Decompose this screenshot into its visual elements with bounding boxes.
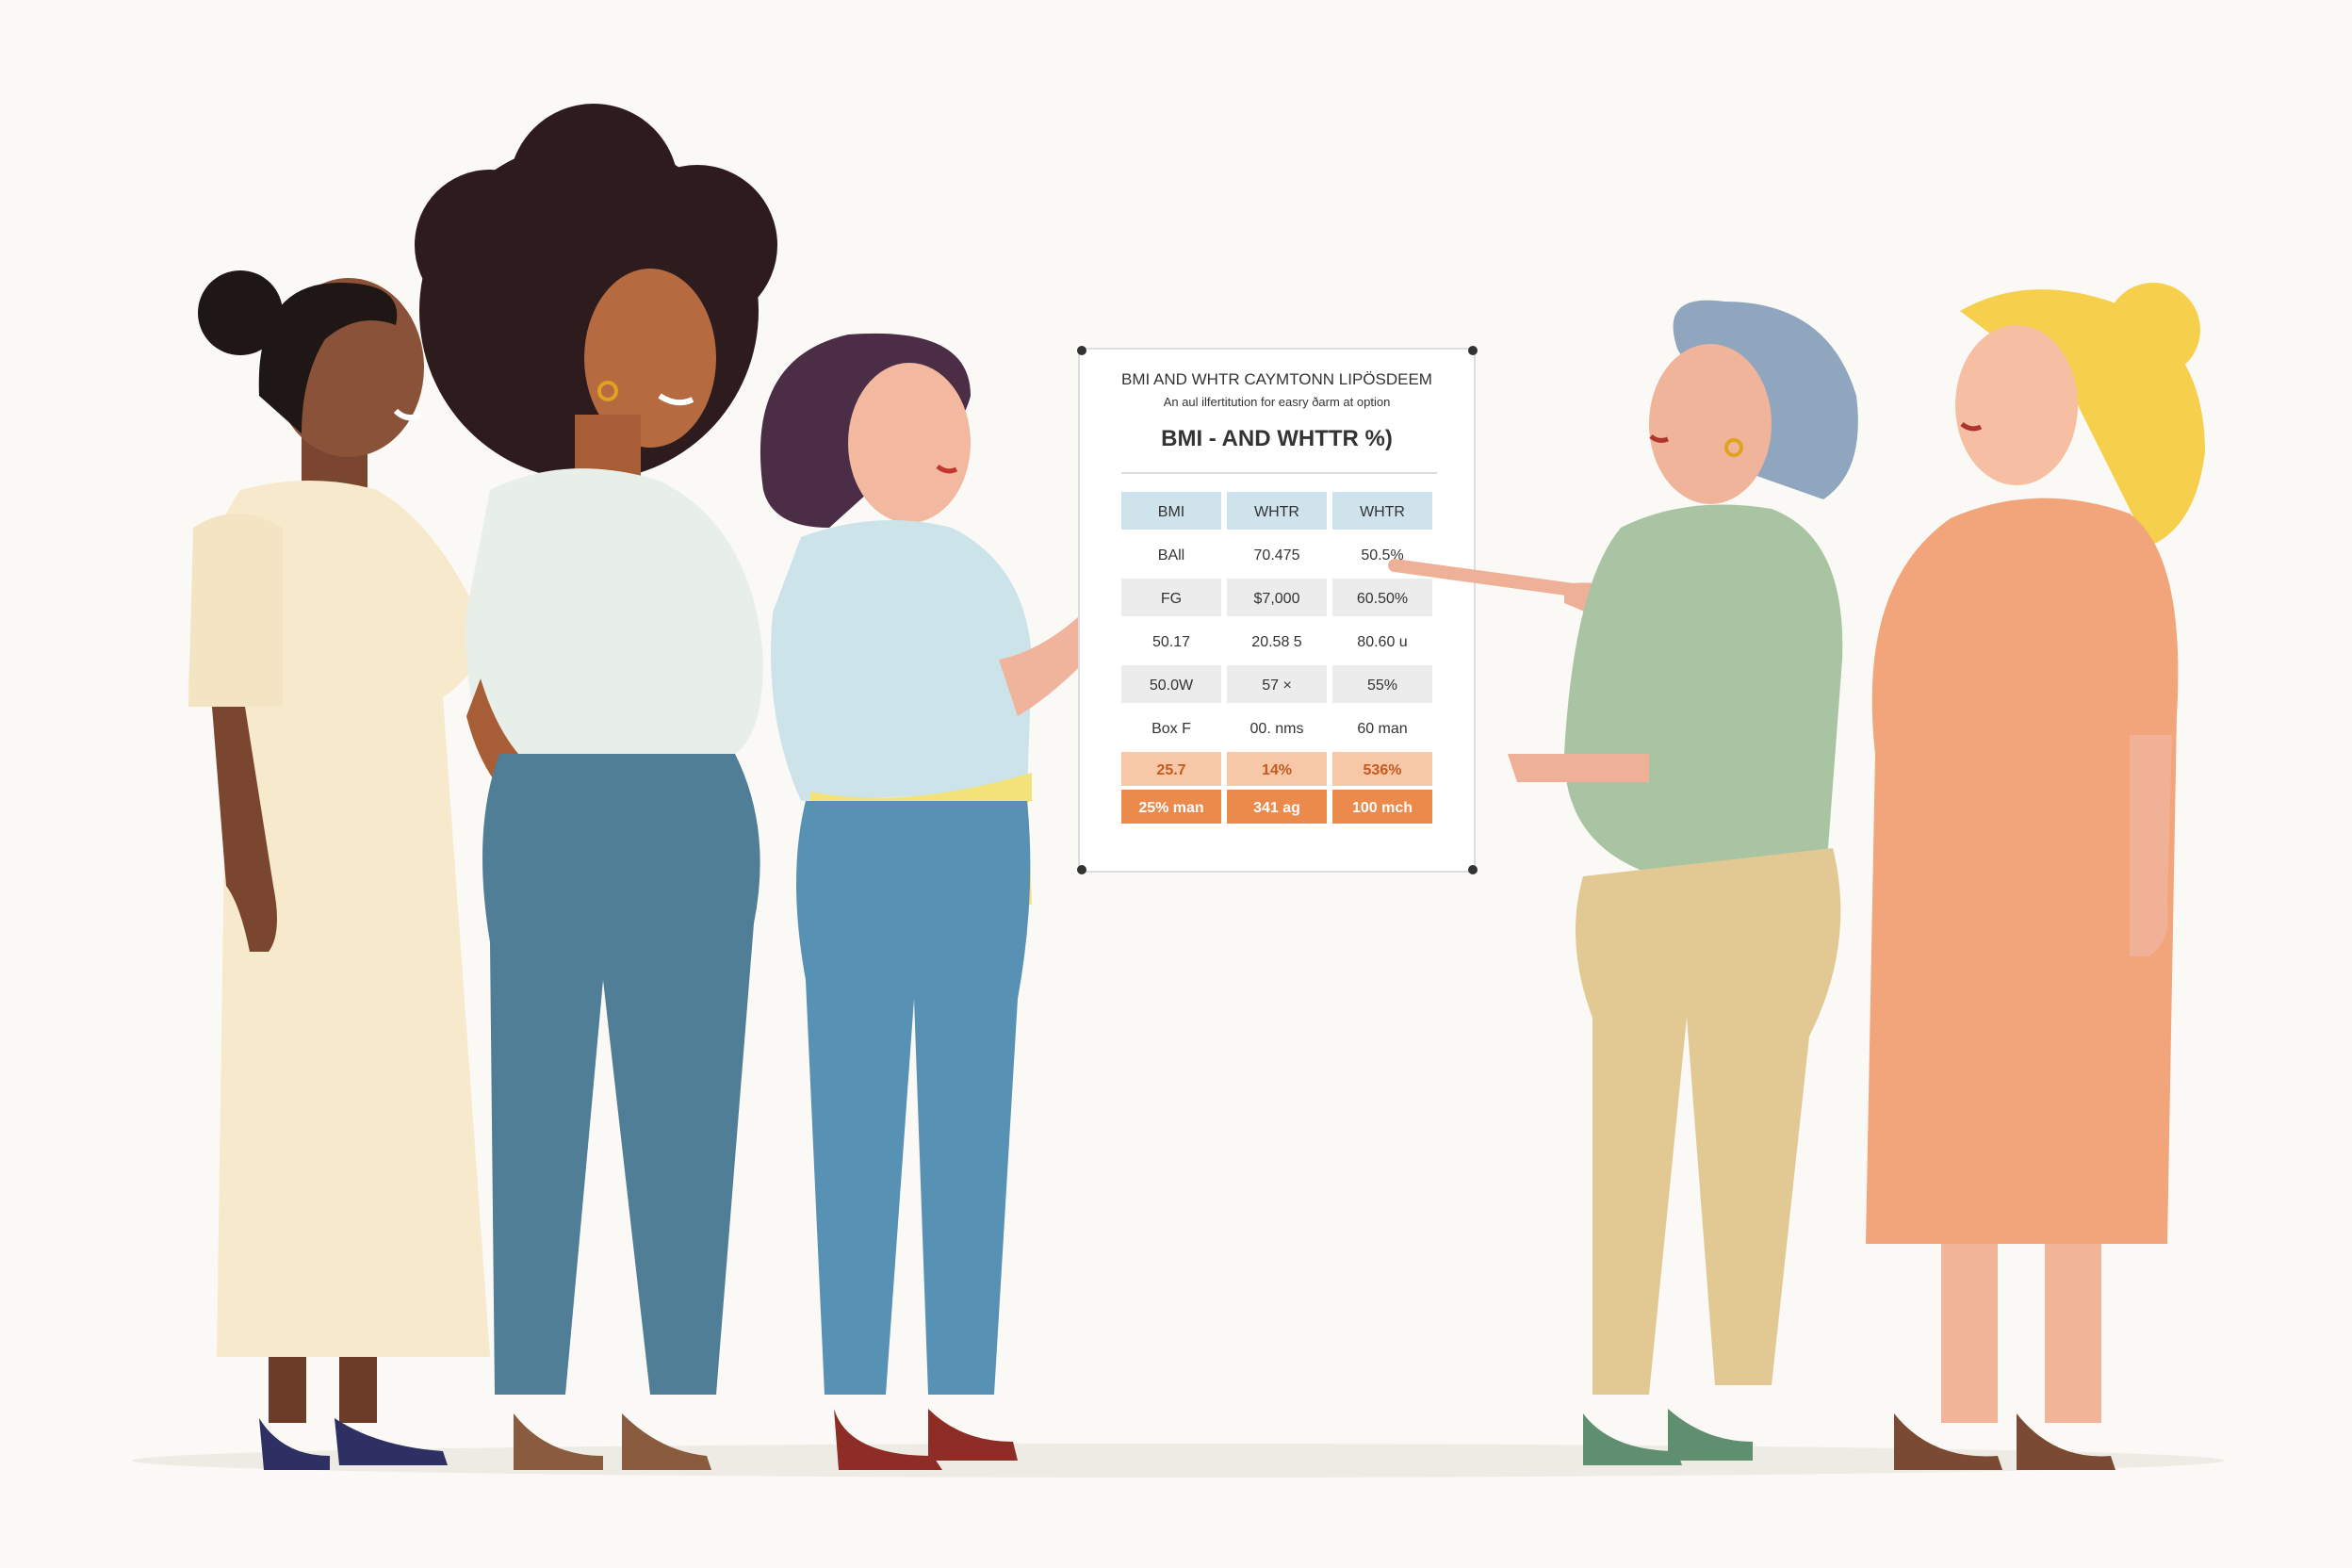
table-cell: BAll bbox=[1158, 547, 1184, 564]
table-cell: 60.50% bbox=[1357, 591, 1408, 607]
table-header-cell-bg bbox=[1227, 492, 1327, 530]
woman-5-peach-dress bbox=[1866, 283, 2205, 1470]
table-cell: 00. nms bbox=[1250, 721, 1304, 737]
woman-3-measuring-tape bbox=[760, 333, 1175, 1470]
table-highlight-cell-bg bbox=[1227, 790, 1327, 824]
table-header-cell: BMI bbox=[1158, 504, 1184, 520]
poster-title: BMI AND WHTR CAYMTONN LIPÖSDEEM bbox=[1121, 370, 1432, 388]
table-highlight-cell: 536% bbox=[1364, 762, 1402, 778]
table-highlight-cell: 14% bbox=[1262, 762, 1292, 778]
woman-1-cream-dress bbox=[188, 270, 490, 1470]
bmi-whtr-poster: BMI AND WHTR CAYMTONN LIPÖSDEEM An aul i… bbox=[1077, 346, 1478, 874]
table-header-cell-bg bbox=[1121, 492, 1221, 530]
table-cell: 50.17 bbox=[1152, 634, 1190, 650]
poster-subtitle: An aul ilfertitution for easry ðarm at o… bbox=[1164, 395, 1391, 409]
table-cell-bg bbox=[1121, 579, 1221, 616]
table-header-cell: WHTR bbox=[1254, 504, 1299, 520]
table-cell: 20.58 5 bbox=[1251, 634, 1301, 650]
poster-heading: BMI - AND WHTTR %) bbox=[1161, 426, 1393, 451]
table-highlight-cell-bg bbox=[1332, 752, 1432, 786]
table-cell-bg bbox=[1227, 665, 1327, 703]
table-cell-bg bbox=[1332, 665, 1432, 703]
table-cell: 50.0W bbox=[1150, 678, 1194, 694]
table-highlight-cell: 341 ag bbox=[1253, 800, 1300, 816]
table-cell: 80.60 u bbox=[1357, 634, 1407, 650]
woman-2-jeans bbox=[415, 104, 777, 1470]
table-highlight-cell-bg bbox=[1332, 790, 1432, 824]
table-highlight-cell: 100 mch bbox=[1352, 800, 1413, 816]
table-highlight-cell: 25.7 bbox=[1156, 762, 1185, 778]
table-cell: FG bbox=[1161, 591, 1182, 607]
table-highlight-cell-bg bbox=[1227, 752, 1327, 786]
table-highlight-cell-bg bbox=[1121, 790, 1221, 824]
table-cell-bg bbox=[1121, 665, 1221, 703]
table-highlight-cell-bg bbox=[1121, 752, 1221, 786]
table-cell: 57 × bbox=[1262, 678, 1292, 694]
table-highlight-cell: 25% man bbox=[1138, 800, 1203, 816]
table-cell-bg bbox=[1227, 579, 1327, 616]
table-cell: $7,000 bbox=[1254, 591, 1300, 607]
table-header-cell: WHTR bbox=[1360, 504, 1405, 520]
table-cell: Box F bbox=[1152, 721, 1191, 737]
table-cell: 60 man bbox=[1357, 721, 1407, 737]
table-cell: 70.475 bbox=[1254, 547, 1300, 564]
table-header-cell-bg bbox=[1332, 492, 1432, 530]
table-cell: 55% bbox=[1367, 678, 1397, 694]
table-cell-bg bbox=[1332, 579, 1432, 616]
woman-4-green-top bbox=[1388, 300, 1858, 1465]
